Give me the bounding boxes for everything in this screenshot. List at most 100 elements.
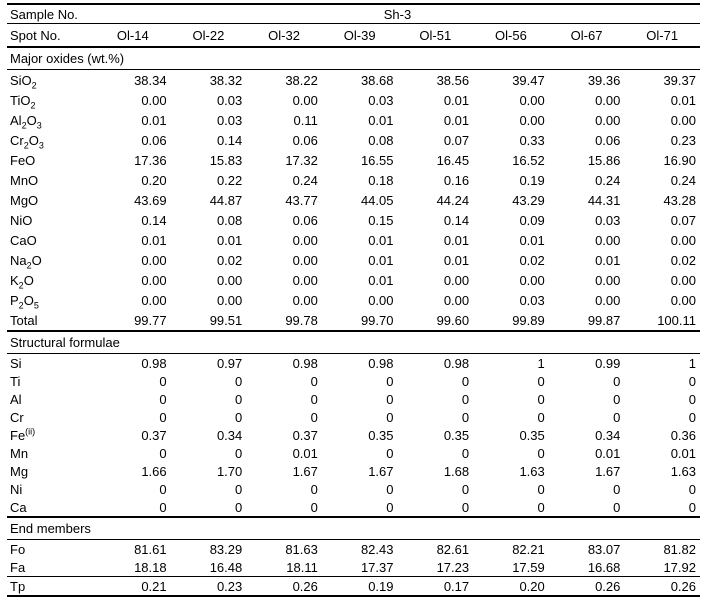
value-cell: 0 (386, 373, 394, 389)
value-cell: 17.92 (624, 558, 700, 577)
row-label: CaO (10, 232, 37, 248)
value-cell: 15.83 (209, 152, 243, 168)
value-cell: 0.35 (519, 427, 545, 443)
value-cell: 0 (537, 409, 545, 425)
value-cell: 0.99 (595, 355, 621, 371)
value-cell: 1 (688, 355, 696, 371)
spot-column-header: Ol-56 (473, 23, 549, 48)
value-cell: 0.23 (670, 132, 696, 148)
value-cell: 0.24 (292, 172, 318, 188)
row-label: SiO2 (10, 72, 37, 90)
value-cell: 0 (246, 498, 322, 518)
value-cell: 0.00 (292, 232, 318, 248)
value-cell: 0.03 (216, 112, 243, 128)
value-cell: 0.98 (368, 355, 394, 371)
spot-column-header: Ol-22 (170, 23, 247, 48)
table-row: Na2O 0.00 0.02 0.00 0.01 0.01 0.02 0.01 0.02 (7, 250, 700, 270)
value-cell: 44.31 (587, 192, 621, 208)
value-cell: 0 (235, 391, 243, 407)
value-cell: 0 (321, 498, 398, 518)
value-cell: 0.06 (141, 132, 167, 148)
row-label: Cr2O3 (10, 132, 44, 150)
value-cell: 0.03 (216, 92, 243, 108)
value-cell: 0 (386, 409, 394, 425)
value-cell: 17.36 (134, 152, 167, 168)
value-cell: 39.37 (663, 72, 696, 88)
value-cell: 0 (235, 445, 243, 461)
value-cell: 0.21 (141, 578, 167, 594)
value-cell: 81.82 (663, 541, 696, 557)
value-cell: 0.07 (670, 212, 696, 228)
value-cell: 0 (235, 409, 243, 425)
row-label: Fe(ii) (10, 426, 36, 443)
value-cell: 0.06 (292, 212, 318, 228)
section-header-row: Major oxides (wt.%) (7, 47, 700, 70)
value-cell: 43.77 (285, 192, 318, 208)
row-label: FeO (10, 152, 36, 168)
value-cell: 0.01 (368, 232, 394, 248)
value-cell: 38.34 (134, 72, 167, 88)
row-label: Fa (7, 558, 95, 577)
spot-column-header: Ol-51 (397, 23, 474, 48)
table-row: Fe(ii) 0.37 0.34 0.37 0.35 0.35 0.35 0.34 0.36 (7, 426, 700, 444)
value-cell: 0.02 (519, 252, 545, 268)
row-label: Ca (7, 498, 95, 518)
value-cell: 17.32 (285, 152, 318, 168)
table-row: Mg 1.66 1.70 1.67 1.67 1.68 1.63 1.67 1.63 (7, 462, 700, 480)
value-cell: 0.01 (141, 232, 167, 248)
value-cell: 44.24 (436, 192, 470, 208)
value-cell: 0.19 (368, 578, 394, 594)
value-cell: 17.59 (473, 558, 549, 577)
row-label: Al2O3 (10, 112, 42, 130)
row-label: TiO2 (10, 92, 36, 110)
value-cell: 0.00 (519, 92, 545, 108)
row-label: MnO (10, 172, 39, 188)
value-cell: 0.00 (670, 112, 696, 128)
value-cell: 0.00 (141, 292, 167, 308)
value-cell: 0.06 (292, 132, 318, 148)
row-label: Ni (10, 481, 23, 497)
value-cell: 44.05 (360, 192, 394, 208)
table-row: SiO2 38.34 38.32 38.22 38.68 38.56 39.47 39.36 3… (7, 70, 700, 91)
value-cell: 0.20 (141, 172, 167, 188)
table-row: Cr2O3 0.06 0.14 0.06 0.08 0.07 0.33 0.06 0.23 (7, 130, 700, 150)
row-label: Cr (10, 409, 24, 425)
value-cell: 0 (170, 498, 247, 518)
value-cell: 0.00 (443, 272, 470, 288)
value-cell: 0.37 (141, 427, 167, 443)
row-label: Mn (10, 445, 29, 461)
value-cell: 0.01 (368, 272, 394, 288)
value-cell: 43.28 (663, 192, 696, 208)
value-cell: 0.00 (595, 92, 621, 108)
value-cell: 0.00 (595, 292, 621, 308)
value-cell: 0.00 (141, 252, 167, 268)
table-row: Fo 81.61 83.29 81.63 82.43 82.61 82.21 83.07 81.… (7, 540, 700, 559)
value-cell: 0 (688, 409, 696, 425)
table-row: FeO 17.36 15.83 17.32 16.55 16.45 16.52 15.86 16… (7, 150, 700, 170)
value-cell: 0 (159, 373, 167, 389)
value-cell: 0 (310, 481, 318, 497)
value-cell: 0.34 (216, 427, 243, 443)
value-cell: 0.98 (292, 355, 318, 371)
value-cell: 0.24 (670, 172, 696, 188)
value-cell: 0 (613, 481, 621, 497)
value-cell: 0.01 (443, 232, 470, 248)
value-cell: 0.01 (670, 445, 696, 461)
table-row: Ti 0 0 0 0 0 0 0 0 (7, 372, 700, 390)
value-cell: 0.03 (519, 292, 545, 308)
value-cell: 83.07 (587, 541, 621, 557)
value-cell: 15.86 (587, 152, 621, 168)
value-cell: 0.01 (595, 445, 621, 461)
table-row: P2O5 0.00 0.00 0.00 0.00 0.00 0.03 0.00 0.00 (7, 290, 700, 310)
value-cell: 0.11 (293, 112, 318, 128)
value-cell: 0.00 (368, 292, 394, 308)
value-cell: 0 (548, 498, 625, 518)
value-cell: 43.29 (512, 192, 545, 208)
section-header-row: Structural formulae (7, 331, 700, 354)
value-cell: 0 (537, 391, 545, 407)
value-cell: 0 (386, 391, 394, 407)
table-row: Mn 0 0 0.01 0 0 0 0.01 0.01 (7, 444, 700, 462)
value-cell: 99.51 (170, 310, 247, 332)
spot-column-header: Ol-32 (246, 23, 322, 48)
value-cell: 0.00 (141, 92, 167, 108)
